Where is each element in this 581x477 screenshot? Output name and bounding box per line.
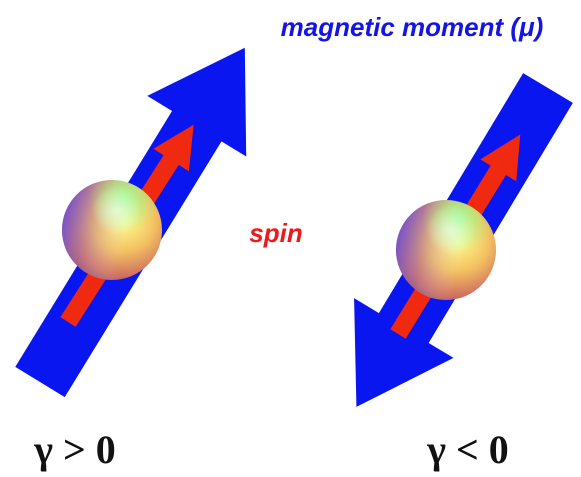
diagram: magnetic moment (μ) spin γ > 0 γ < 0 [0,0,581,477]
moment-label: magnetic moment (μ) [281,12,544,42]
particle [396,200,496,300]
gamma-label: γ > 0 [33,427,116,472]
gamma-label: γ < 0 [426,427,509,472]
spin-label: spin [249,218,302,248]
particle [62,180,162,280]
